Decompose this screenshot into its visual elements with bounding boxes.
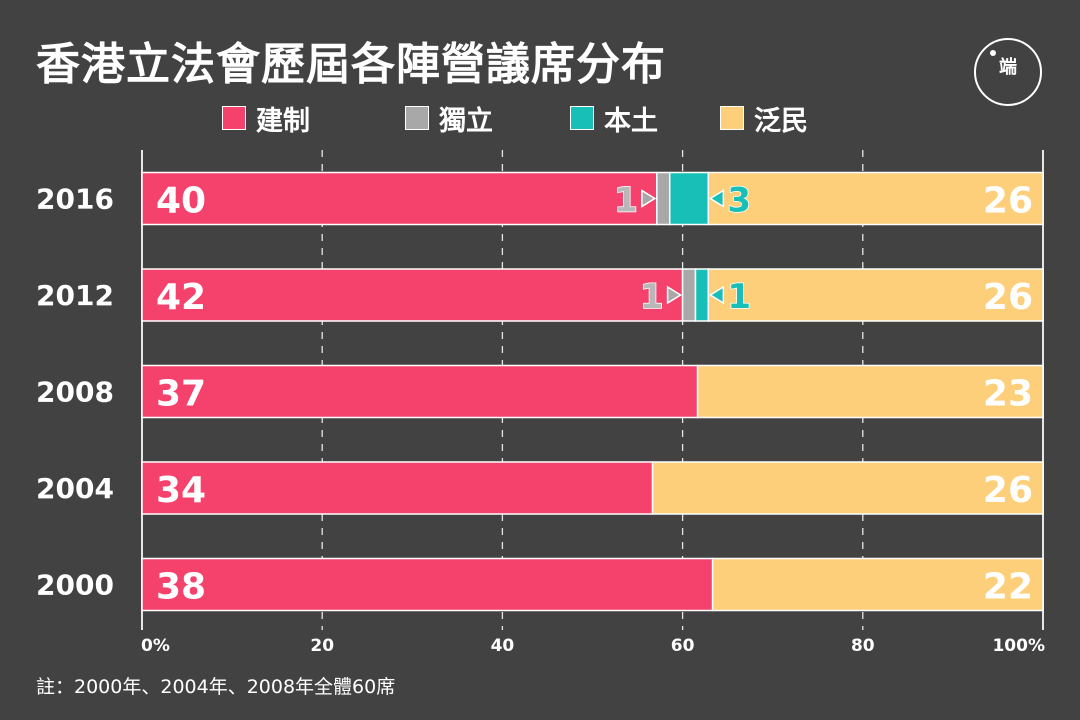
bar-segment — [141, 268, 684, 322]
callout-arrow — [708, 285, 725, 305]
bar-segment — [696, 364, 1044, 419]
data-label: 40 — [156, 181, 206, 222]
legend-swatch — [720, 106, 744, 130]
data-label: 26 — [983, 181, 1033, 222]
logo: 端 — [974, 38, 1042, 106]
x-tick-label: 80 — [851, 636, 875, 656]
legend-swatch — [570, 106, 594, 130]
callout-arrow — [708, 189, 725, 208]
legend-item-localist: 本土 — [570, 100, 658, 137]
category-label: 2004 — [36, 472, 114, 505]
bar-segment — [711, 557, 1044, 612]
legend-swatch — [405, 106, 429, 130]
legend-label: 獨立 — [439, 105, 493, 137]
data-label: 37 — [156, 374, 206, 415]
bar-segment — [651, 461, 1044, 515]
logo-text: 端 — [999, 57, 1017, 78]
data-label: 42 — [156, 277, 206, 318]
bar-segment — [141, 461, 654, 515]
data-label: 1 — [640, 277, 664, 317]
category-label: 2008 — [36, 376, 114, 409]
bar-segment — [694, 268, 710, 322]
legend-label: 泛民 — [754, 105, 808, 137]
data-label: 38 — [156, 567, 206, 608]
chart-title: 香港立法會歷屆各陣營議席分布 — [36, 39, 666, 90]
callout-arrow — [641, 189, 657, 208]
legend-swatch — [222, 106, 246, 130]
footnote: 註：2000年、2004年、2008年全體60席 — [36, 676, 396, 698]
callout-arrow — [666, 285, 683, 305]
legend-item-pro-establishment: 建制 — [222, 100, 310, 137]
legend-label: 本土 — [604, 105, 658, 137]
x-tick-label: 20 — [310, 636, 334, 656]
legend-item-pan-democrat: 泛民 — [720, 100, 808, 137]
bar-segment — [656, 171, 671, 226]
x-tick-label: 60 — [671, 636, 695, 656]
data-label: 26 — [983, 470, 1033, 511]
x-tick-label: 40 — [491, 636, 515, 656]
legend-label: 建制 — [256, 105, 310, 137]
logo-dot — [990, 50, 996, 56]
data-label: 26 — [983, 277, 1033, 318]
category-label: 2000 — [36, 569, 114, 602]
bar-segment — [707, 171, 1044, 226]
x-tick-label: 100% — [992, 636, 1045, 656]
data-label: 3 — [727, 181, 751, 221]
category-label: 2016 — [36, 183, 114, 216]
data-label: 1 — [727, 277, 751, 317]
legend-item-independent: 獨立 — [405, 100, 493, 137]
data-label: 34 — [156, 470, 206, 511]
data-label: 23 — [983, 374, 1033, 415]
bar-segment — [668, 171, 710, 226]
data-label: 1 — [614, 181, 638, 221]
bar-segment — [681, 268, 697, 322]
bar-segment — [707, 268, 1044, 322]
bar-segment — [141, 557, 714, 612]
bar-segment — [141, 171, 658, 226]
data-label: 22 — [983, 567, 1033, 608]
bar-segment — [141, 364, 699, 419]
x-tick-label: 0% — [141, 636, 170, 656]
category-label: 2012 — [36, 279, 114, 312]
